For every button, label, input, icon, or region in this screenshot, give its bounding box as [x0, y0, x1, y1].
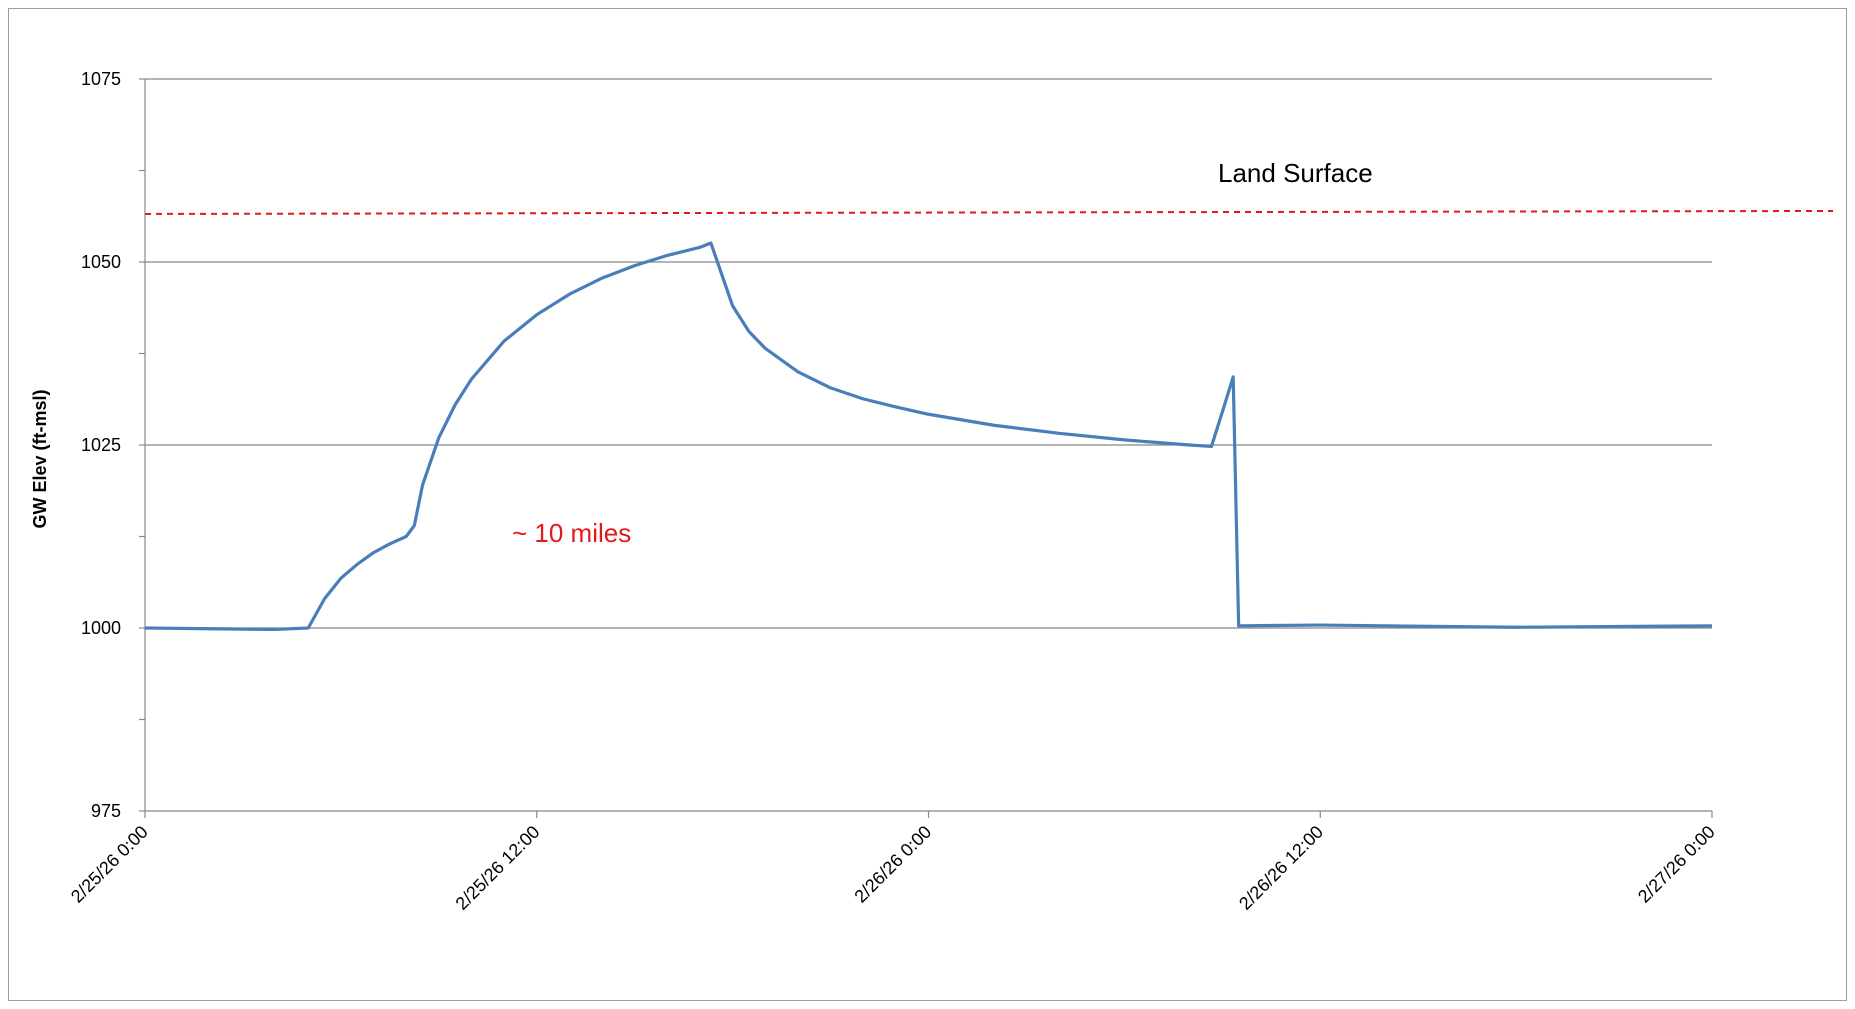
x-tick-label: 2/26/26 12:00 — [1235, 822, 1327, 914]
y-tick-label: 1075 — [81, 69, 121, 89]
y-tick-label: 1050 — [81, 252, 121, 272]
y-tick-label: 1025 — [81, 435, 121, 455]
x-tick-label: 2/25/26 0:00 — [67, 822, 152, 907]
land-surface-line — [144, 209, 1834, 215]
x-tick-label: 2/27/26 0:00 — [1634, 822, 1719, 907]
x-tick-label: 2/26/26 0:00 — [850, 822, 935, 907]
gridlines — [145, 78, 1712, 629]
y-axis-title: GW Elev (ft-msl) — [30, 389, 50, 528]
y-tick-label: 975 — [91, 801, 121, 821]
land-surface-label: Land Surface — [1218, 158, 1373, 188]
y-tick-labels: 975 1000 1025 1050 1075 — [81, 69, 121, 821]
chart-frame — [8, 8, 1847, 1001]
gw-elevation-series-line — [144, 241, 1713, 632]
y-tick-label: 1000 — [81, 618, 121, 638]
distance-annotation: ~ 10 miles — [512, 518, 631, 548]
x-tick-labels: 2/25/26 0:00 2/25/26 12:00 2/26/26 0:00 2/2… — [67, 822, 1719, 914]
x-tick-label: 2/25/26 12:00 — [452, 822, 544, 914]
tick-marks — [139, 78, 1713, 818]
